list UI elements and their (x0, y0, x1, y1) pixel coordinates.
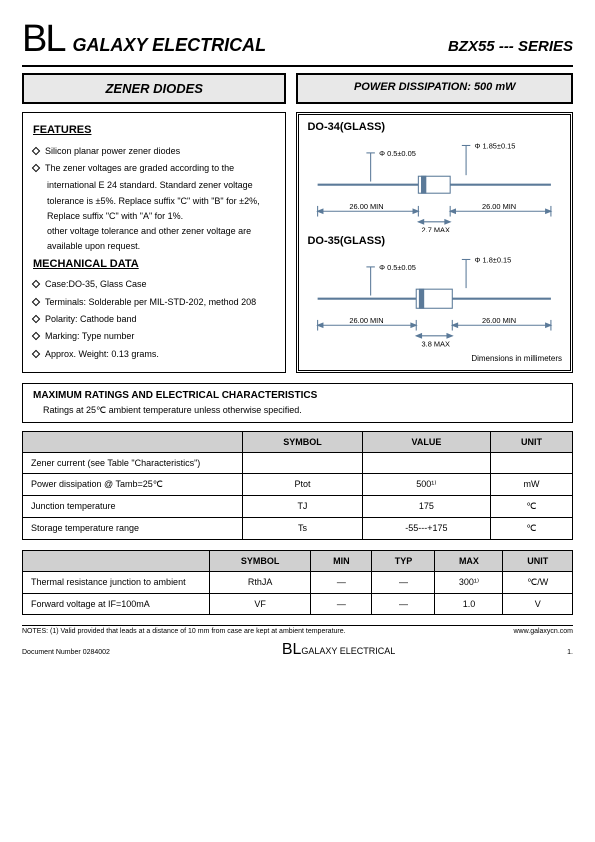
table-header-row: SYMBOL VALUE UNIT (23, 431, 573, 452)
table-row: Zener current (see Table "Characteristic… (23, 452, 573, 473)
power-dissipation: POWER DISSIPATION: 500 mW (296, 73, 573, 104)
mech-item: Case:DO-35, Glass Case (45, 277, 147, 292)
ratings-section: MAXIMUM RATINGS AND ELECTRICAL CHARACTER… (22, 383, 573, 423)
ratings-subtitle: Ratings at 25℃ ambient temperature unles… (43, 405, 302, 416)
footer-logo: BL (282, 641, 302, 658)
table-header: MAX (435, 550, 503, 571)
table-row: Forward voltage at IF=100mAVF——1.0V (23, 593, 573, 614)
table-row: Junction temperatureTJ175℃ (23, 495, 573, 517)
ratings-title: MAXIMUM RATINGS AND ELECTRICAL CHARACTER… (33, 390, 317, 401)
svg-text:3.8 MAX: 3.8 MAX (422, 340, 450, 347)
ratings-table: SYMBOL VALUE UNIT Zener current (see Tab… (22, 431, 573, 540)
table-header: VALUE (362, 431, 490, 452)
thermal-table: SYMBOL MIN TYP MAX UNIT Thermal resistan… (22, 550, 573, 615)
table-header: UNIT (503, 550, 573, 571)
table-header: TYP (372, 550, 435, 571)
bullet-icon (32, 280, 40, 288)
doc-number: Document Number 0284002 (22, 649, 110, 656)
notes-text: NOTES: (1) Valid provided that leads at … (22, 628, 346, 635)
table-header: UNIT (490, 431, 572, 452)
feature-cont: other voltage tolerance and other zener … (47, 224, 275, 239)
svg-text:Φ 0.5±0.05: Φ 0.5±0.05 (380, 149, 417, 158)
table-row: Thermal resistance junction to ambientRt… (23, 571, 573, 593)
do35-diagram: Φ 0.5±0.05 Φ 1.8±0.15 26.00 MIN 26.00 MI… (307, 251, 562, 346)
table-header-row: SYMBOL MIN TYP MAX UNIT (23, 550, 573, 571)
dimension-note: Dimensions in millimeters (307, 354, 562, 363)
feature-cont: available upon request. (47, 239, 275, 254)
product-type: ZENER DIODES (22, 73, 286, 104)
series-name: BZX55 --- SERIES (448, 38, 573, 55)
header: BL GALAXY ELECTRICAL BZX55 --- SERIES (22, 18, 573, 67)
feature-cont: Replace suffix "C" with "A" for 1%. (47, 209, 275, 224)
bullet-icon (32, 315, 40, 323)
mech-item: Polarity: Cathode band (45, 312, 137, 327)
footer: Document Number 0284002 BLGALAXY ELECTRI… (22, 641, 573, 659)
table-header (23, 431, 243, 452)
features-column: FEATURES Silicon planar power zener diod… (22, 112, 286, 373)
svg-text:Φ 1.85±0.15: Φ 1.85±0.15 (475, 142, 516, 151)
package-title-2: DO-35(GLASS) (307, 235, 562, 247)
footer-company: GALAXY ELECTRICAL (301, 646, 395, 656)
svg-text:Φ 0.5±0.05: Φ 0.5±0.05 (380, 264, 417, 273)
bullet-icon (32, 298, 40, 306)
subheader: ZENER DIODES POWER DISSIPATION: 500 mW (22, 73, 573, 104)
table-header: MIN (311, 550, 372, 571)
footer-notes: NOTES: (1) Valid provided that leads at … (22, 625, 573, 635)
feature-item: The zener voltages are graded according … (45, 161, 234, 176)
package-diagrams: DO-34(GLASS) (296, 112, 573, 373)
footer-url: www.galaxycn.com (513, 628, 573, 635)
feature-item: Silicon planar power zener diodes (45, 144, 180, 159)
package-title-1: DO-34(GLASS) (307, 121, 562, 133)
do34-diagram: Φ 0.5±0.05 Φ 1.85±0.15 26.00 MIN 26.00 M… (307, 137, 562, 232)
page-number: 1. (567, 649, 573, 656)
mech-item: Marking: Type number (45, 329, 134, 344)
bullet-icon (32, 349, 40, 357)
feature-cont: tolerance is ±5%. Replace suffix "C" wit… (47, 194, 275, 209)
svg-text:26.00 MIN: 26.00 MIN (482, 317, 516, 326)
bullet-icon (32, 164, 40, 172)
svg-text:26.00 MIN: 26.00 MIN (350, 202, 384, 211)
table-row: Storage temperature rangeTs-55---+175℃ (23, 517, 573, 539)
table-header (23, 550, 210, 571)
table-row: Power dissipation @ Tamb=25℃Ptot500¹⁾mW (23, 473, 573, 495)
svg-text:2.7 MAX: 2.7 MAX (422, 225, 450, 232)
logo: BL (22, 18, 64, 61)
table-header: SYMBOL (243, 431, 363, 452)
svg-text:26.00 MIN: 26.00 MIN (350, 317, 384, 326)
bullet-icon (32, 146, 40, 154)
mech-item: Terminals: Solderable per MIL-STD-202, m… (45, 295, 256, 310)
mechanical-title: MECHANICAL DATA (33, 255, 275, 274)
feature-cont: international E 24 standard. Standard ze… (47, 178, 275, 193)
table-header: SYMBOL (210, 550, 311, 571)
company-name: GALAXY ELECTRICAL (72, 35, 447, 56)
mech-item: Approx. Weight: 0.13 grams. (45, 347, 159, 362)
svg-text:Φ 1.8±0.15: Φ 1.8±0.15 (475, 256, 512, 265)
svg-text:26.00 MIN: 26.00 MIN (482, 202, 516, 211)
bullet-icon (32, 332, 40, 340)
features-title: FEATURES (33, 121, 275, 140)
